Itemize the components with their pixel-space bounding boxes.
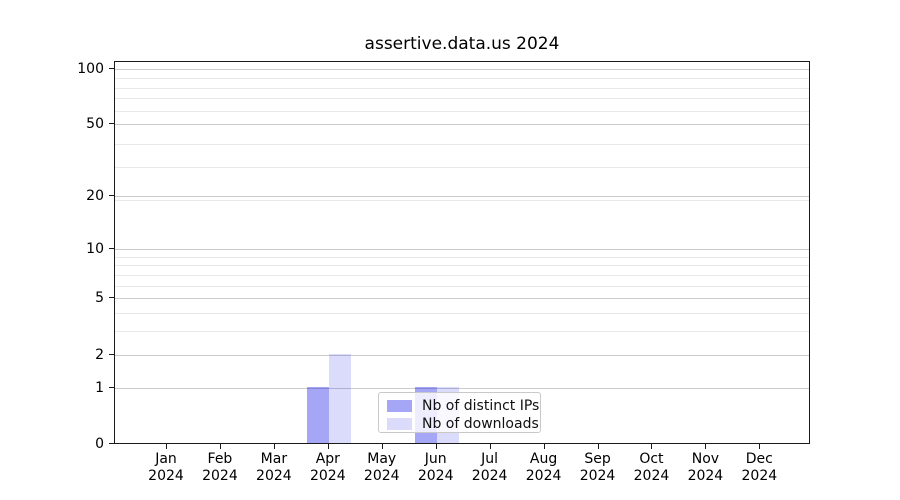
gridline-major [115,124,809,126]
x-tick-mark [219,444,221,449]
x-tick-label: May 2024 [363,451,400,484]
legend-item-distinct-ips: Nb of distinct IPs [379,396,540,414]
y-tick-mark [109,123,114,125]
gridline-minor [115,144,809,145]
gridline-major [115,298,809,300]
legend-swatch-distinct-ips [387,399,412,412]
gridline-minor [115,313,809,315]
y-tick-label: 0 [95,436,104,452]
x-tick-label: Dec 2024 [741,451,778,484]
chart-title: assertive.data.us 2024 [364,34,560,54]
y-tick-label: 10 [86,240,104,257]
legend-label-distinct-ips: Nb of distinct IPs [422,397,540,414]
x-tick-label: Oct 2024 [633,451,670,484]
x-tick-mark [651,444,653,449]
gridline-minor [115,331,809,333]
legend: Nb of distinct IPs Nb of downloads [378,392,541,433]
legend-label-downloads: Nb of downloads [422,415,539,432]
x-tick-label: Apr 2024 [309,451,346,484]
x-tick-mark [489,444,491,449]
x-tick-label: Jul 2024 [471,451,508,484]
x-tick-mark [597,444,599,449]
x-tick-label: Jun 2024 [417,451,454,484]
gridline-minor [115,78,809,80]
y-tick-label: 5 [95,290,104,307]
gridline-minor [115,98,809,100]
gridline-minor [115,200,809,202]
x-tick-mark [166,444,167,449]
gridline-minor [115,111,809,113]
legend-swatch-downloads [387,417,412,430]
x-tick-mark [327,444,329,449]
y-tick-label: 1 [95,379,104,396]
x-tick-mark [705,444,707,449]
x-tick-mark [759,444,761,449]
y-tick-mark [109,195,114,197]
y-tick-label: 50 [86,116,104,133]
y-tick-label: 20 [86,188,104,205]
y-tick-label: 2 [95,346,104,363]
gridline-major [115,248,809,250]
x-tick-label: Feb 2024 [202,451,238,484]
y-tick-mark [109,443,114,444]
bar-distinct-ips-apr [306,386,329,443]
gridline-minor [115,256,809,258]
gridline-minor [115,274,809,276]
gridline-minor [115,87,809,89]
y-tick-mark [109,297,114,299]
x-tick-mark [543,444,545,449]
y-tick-mark [109,67,114,69]
gridline-major [115,387,809,389]
gridline-minor [115,285,809,287]
x-tick-mark [273,444,275,449]
gridline-minor [115,167,809,169]
legend-item-downloads: Nb of downloads [379,414,540,432]
x-tick-label: Mar 2024 [256,451,292,484]
gridline-major [115,354,809,356]
x-tick-label: Aug 2024 [525,451,562,484]
y-tick-mark [109,386,114,388]
x-tick-label: Jan 2024 [148,451,184,484]
plot-area [114,61,810,444]
gridline-major [115,196,809,198]
x-tick-label: Sep 2024 [579,451,616,484]
x-tick-label: Nov 2024 [687,451,724,484]
x-tick-mark [381,444,383,449]
y-tick-label: 100 [77,60,104,77]
gridline-minor [115,265,809,267]
gridline-major [115,68,809,70]
bar-downloads-apr [328,353,351,443]
y-tick-mark [109,353,114,355]
x-tick-mark [435,444,437,449]
y-tick-mark [109,247,114,249]
